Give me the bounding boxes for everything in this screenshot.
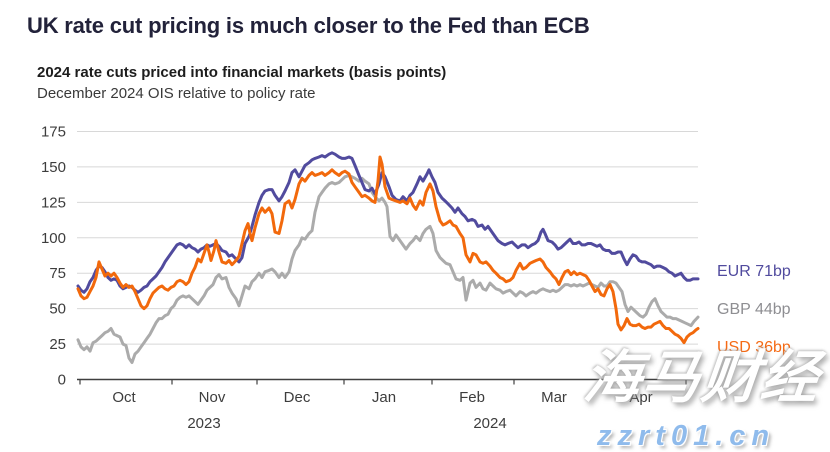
page-title: UK rate cut pricing is much closer to th…: [27, 13, 590, 38]
x-month-label: Apr: [629, 389, 652, 406]
y-tick-label: 175: [41, 124, 66, 141]
y-tick-label: 75: [49, 265, 66, 282]
legend-label-eur: EUR 71bp: [717, 263, 791, 280]
x-month-label: Oct: [112, 389, 136, 406]
y-tick-label: 0: [58, 372, 66, 389]
series-line-eur: [76, 151, 700, 294]
legend-label-usd: USD 36bp: [717, 339, 791, 356]
chart-subtitle: December 2024 OIS relative to policy rat…: [37, 85, 316, 102]
x-month-label: Nov: [199, 389, 226, 406]
y-tick-label: 50: [49, 301, 66, 318]
legend-label-gbp: GBP 44bp: [717, 301, 791, 318]
series-line-gbp: [76, 173, 700, 364]
y-tick-label: 150: [41, 159, 66, 176]
y-tick-label: 100: [41, 230, 66, 247]
x-month-label: Feb: [459, 389, 485, 406]
x-year-label: 2023: [187, 415, 220, 432]
x-month-label: Dec: [284, 389, 311, 406]
x-month-label: Jan: [372, 389, 396, 406]
x-month-label: Mar: [541, 389, 567, 406]
series-line-usd: [76, 155, 700, 345]
y-tick-label: 125: [41, 194, 66, 211]
y-tick-label: 25: [49, 336, 66, 353]
chart-subtitle-bold: 2024 rate cuts priced into financial mar…: [37, 64, 447, 81]
watermark-text-cn: 海马财经: [580, 346, 824, 410]
watermark-url: zzrt01.cn: [597, 420, 776, 452]
x-year-label: 2024: [473, 415, 506, 432]
